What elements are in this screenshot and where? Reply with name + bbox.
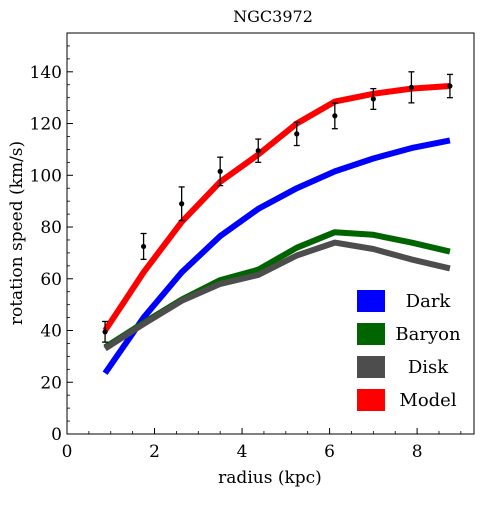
- legend-label-dark: Dark: [406, 291, 452, 312]
- legend-label-disk: Disk: [408, 357, 449, 378]
- data-point: [179, 201, 185, 207]
- y-tick-label: 120: [30, 115, 62, 135]
- y-tick-label: 20: [40, 373, 62, 393]
- series-line-model: [102, 83, 451, 333]
- x-tick-label: 4: [237, 442, 248, 462]
- x-tick-label: 6: [324, 442, 335, 462]
- legend-label-model: Model: [399, 390, 456, 411]
- data-point: [217, 168, 223, 175]
- legend-swatch-dark: [357, 290, 385, 312]
- data-point: [102, 329, 108, 335]
- y-tick-label: 40: [40, 322, 62, 342]
- data-point: [447, 83, 453, 89]
- y-tick-label: 100: [30, 166, 62, 186]
- legend-swatch-disk: [357, 356, 385, 378]
- chart-title: NGC3972: [233, 7, 313, 26]
- y-tick-label: 80: [40, 218, 62, 238]
- y-axis-label: rotation speed (km/s): [7, 141, 27, 325]
- series-line-dark: [102, 137, 451, 375]
- legend-swatch-baryon: [357, 323, 385, 345]
- data-point: [255, 148, 261, 154]
- y-tick-label: 140: [30, 63, 62, 83]
- data-point: [294, 131, 300, 137]
- x-tick-label: 2: [149, 442, 160, 462]
- x-tick-label: 8: [412, 442, 423, 462]
- observed-points-layer: [102, 71, 453, 343]
- legend-label-baryon: Baryon: [395, 324, 461, 345]
- x-tick-label: 0: [62, 442, 73, 462]
- y-tick-label: 0: [51, 425, 62, 445]
- x-axis-ticks: 0 2 4 6 8: [62, 428, 462, 462]
- legend: Dark Baryon Disk Model: [346, 279, 472, 419]
- x-axis-label: radius (kpc): [218, 468, 322, 488]
- series-layer: [102, 83, 451, 375]
- plot-frame: [66, 32, 475, 435]
- legend-swatch-model: [357, 389, 385, 411]
- data-point: [370, 96, 376, 102]
- data-point: [140, 243, 147, 250]
- series-line-disk: [103, 239, 451, 352]
- y-tick-label: 60: [40, 270, 62, 290]
- data-point: [332, 113, 338, 119]
- data-point: [408, 84, 415, 90]
- y-axis-ticks: 0 20 40 60 80 100 120 140: [30, 32, 73, 445]
